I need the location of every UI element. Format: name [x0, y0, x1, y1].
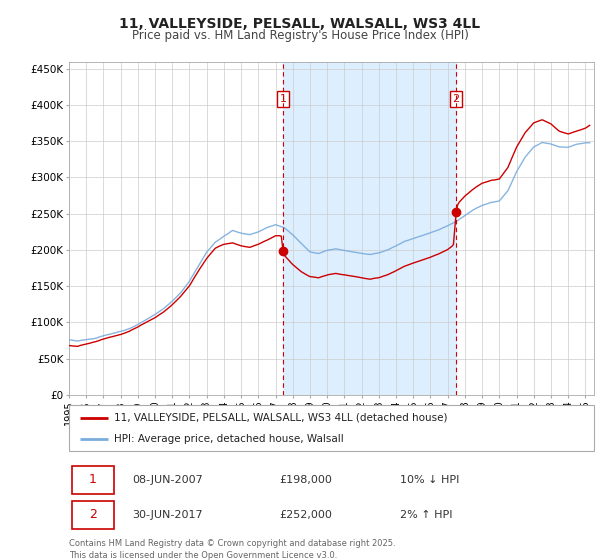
Text: HPI: Average price, detached house, Walsall: HPI: Average price, detached house, Wals… — [113, 435, 343, 444]
Text: 1: 1 — [89, 473, 97, 487]
Text: 2% ↑ HPI: 2% ↑ HPI — [400, 510, 452, 520]
Text: 2: 2 — [452, 94, 460, 104]
FancyBboxPatch shape — [71, 466, 113, 494]
Text: £198,000: £198,000 — [279, 475, 332, 485]
Text: 30-JUN-2017: 30-JUN-2017 — [132, 510, 203, 520]
Text: 1: 1 — [280, 94, 287, 104]
Text: 2: 2 — [89, 508, 97, 521]
Text: £252,000: £252,000 — [279, 510, 332, 520]
Text: 11, VALLEYSIDE, PELSALL, WALSALL, WS3 4LL: 11, VALLEYSIDE, PELSALL, WALSALL, WS3 4L… — [119, 17, 481, 31]
FancyBboxPatch shape — [71, 501, 113, 529]
Bar — [283, 62, 456, 395]
Text: 08-JUN-2007: 08-JUN-2007 — [132, 475, 203, 485]
Text: Price paid vs. HM Land Registry's House Price Index (HPI): Price paid vs. HM Land Registry's House … — [131, 29, 469, 42]
FancyBboxPatch shape — [69, 405, 594, 451]
Text: 11, VALLEYSIDE, PELSALL, WALSALL, WS3 4LL (detached house): 11, VALLEYSIDE, PELSALL, WALSALL, WS3 4L… — [113, 413, 447, 423]
Text: Contains HM Land Registry data © Crown copyright and database right 2025.
This d: Contains HM Land Registry data © Crown c… — [69, 539, 395, 559]
Text: 10% ↓ HPI: 10% ↓ HPI — [400, 475, 459, 485]
